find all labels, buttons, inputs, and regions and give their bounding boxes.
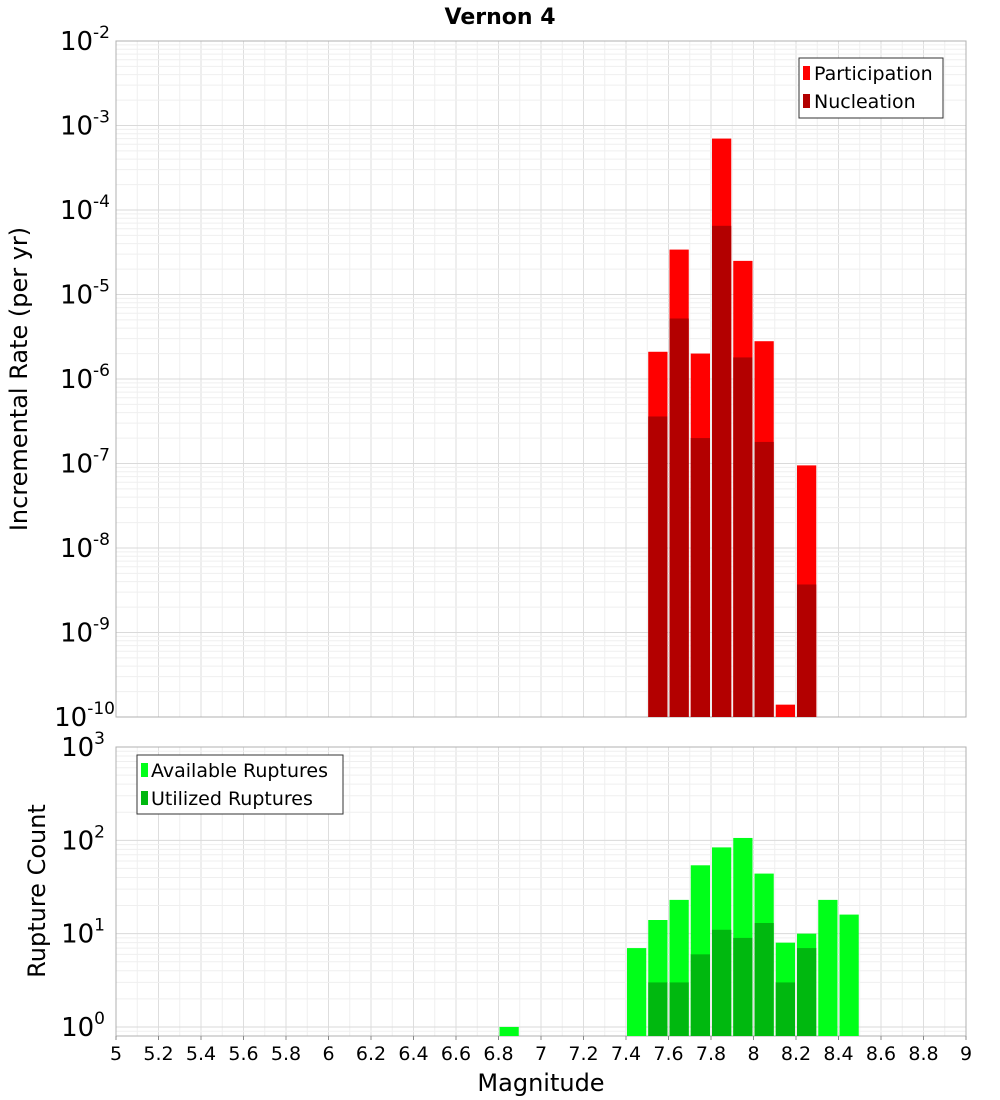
legend-label-nucleation: Nucleation [814, 91, 916, 113]
x-tick-label: 8.6 [866, 1043, 896, 1065]
count-bar-available-ruptures [627, 948, 647, 1036]
x-tick-label: 6.2 [356, 1043, 386, 1065]
rate-y-tick-label: 10-4 [60, 192, 110, 226]
rate-bar-nucleation [754, 441, 774, 717]
rate-bar-nucleation [733, 357, 753, 717]
rate-y-tick-label: 10-8 [60, 530, 110, 564]
rupture-count-panel: 100 101 102 103 5 5.2 5.4 5.6 5.8 6 6.2 6.4 6.6 6.8 7… [23, 729, 972, 1097]
x-tick-label: 5.8 [271, 1043, 301, 1065]
x-tick-label: 6.4 [398, 1043, 428, 1065]
x-tick-label: 5.6 [228, 1043, 258, 1065]
x-tick-label: 8.8 [908, 1043, 938, 1065]
rate-y-tick-label: 10-2 [60, 23, 110, 57]
legend-label-available: Available Ruptures [151, 760, 328, 782]
rate-bars [648, 138, 817, 717]
chart-title: Vernon 4 [445, 5, 556, 30]
count-y-tick-label: 101 [61, 916, 105, 950]
rate-panel: 10-10 10-9 10-8 10-7 10-6 10-5 10-4 10-3 10-2 In… [5, 23, 967, 733]
count-bar-available-ruptures [839, 914, 859, 1036]
count-bar-available-ruptures [499, 1026, 519, 1036]
rate-y-tick-label: 10-9 [60, 615, 110, 649]
count-bar-utilized-ruptures [775, 982, 795, 1036]
rate-plot-border [115, 40, 967, 718]
legend-label-utilized: Utilized Ruptures [151, 788, 313, 810]
count-legend-box [136, 754, 344, 815]
rate-y-tick-labels: 10-10 10-9 10-8 10-7 10-6 10-5 10-4 10-3 10-2 [54, 23, 115, 733]
x-tick-label: 5.4 [186, 1043, 216, 1065]
rate-bar-nucleation [712, 225, 732, 717]
x-tick-label: 5.2 [143, 1043, 173, 1065]
legend-swatch-participation [803, 66, 810, 80]
rate-bar-nucleation [797, 584, 817, 717]
x-tick-label: 8 [747, 1043, 759, 1065]
x-tick-label: 7 [535, 1043, 547, 1065]
x-tick-label: 5 [110, 1043, 122, 1065]
count-y-tick-label: 103 [61, 729, 105, 763]
x-tick-label: 7.4 [611, 1043, 641, 1065]
rate-bar-participation [775, 704, 795, 717]
rate-y-tick-label: 10-3 [60, 108, 110, 142]
x-tick-label: 6.8 [483, 1043, 513, 1065]
count-bar-utilized-ruptures [648, 982, 668, 1036]
count-bar-utilized-ruptures [690, 954, 710, 1036]
count-bar-utilized-ruptures [712, 929, 732, 1036]
x-tick-label: 8.4 [823, 1043, 853, 1065]
x-tick-label: 7.8 [696, 1043, 726, 1065]
rate-legend-box [798, 57, 944, 119]
x-tick-label: 9 [960, 1043, 972, 1065]
rate-y-tick-label: 10-6 [60, 361, 110, 395]
rate-bar-nucleation [669, 318, 689, 717]
x-tick-label: 7.2 [568, 1043, 598, 1065]
count-bar-utilized-ruptures [754, 923, 774, 1036]
count-y-tick-label: 100 [61, 1009, 105, 1043]
count-legend: Available Ruptures Utilized Ruptures [136, 754, 344, 815]
x-tick-labels: 5 5.2 5.4 5.6 5.8 6 6.2 6.4 6.6 6.8 7 7.2 7.4 7.6 7.8 8… [110, 1036, 972, 1065]
rate-y-axis-label: Incremental Rate (per yr) [5, 227, 33, 531]
count-y-tick-label: 102 [61, 822, 105, 856]
count-y-tick-labels: 100 101 102 103 [61, 729, 105, 1043]
count-bars [499, 837, 859, 1036]
count-bar-utilized-ruptures [733, 937, 753, 1036]
rate-gridlines [115, 40, 967, 718]
legend-swatch-available [141, 763, 148, 777]
rate-legend: Participation Nucleation [798, 57, 944, 119]
rate-bar-nucleation [690, 438, 710, 717]
count-bar-utilized-ruptures [797, 948, 817, 1036]
legend-swatch-nucleation [803, 94, 810, 108]
x-axis-label: Magnitude [477, 1069, 604, 1097]
x-tick-label: 8.2 [781, 1043, 811, 1065]
rate-y-tick-label: 10-7 [60, 446, 110, 480]
x-tick-label: 6 [322, 1043, 334, 1065]
x-tick-label: 6.6 [441, 1043, 471, 1065]
legend-swatch-utilized [141, 791, 148, 805]
rate-y-tick-label: 10-5 [60, 277, 110, 311]
count-bar-utilized-ruptures [669, 982, 689, 1036]
x-tick-label: 7.6 [653, 1043, 683, 1065]
rate-bar-nucleation [648, 416, 668, 717]
count-y-axis-label: Rupture Count [23, 804, 51, 978]
rate-y-tick-label: 10-10 [54, 699, 115, 733]
legend-label-participation: Participation [814, 63, 933, 85]
count-bar-available-ruptures [818, 899, 838, 1036]
